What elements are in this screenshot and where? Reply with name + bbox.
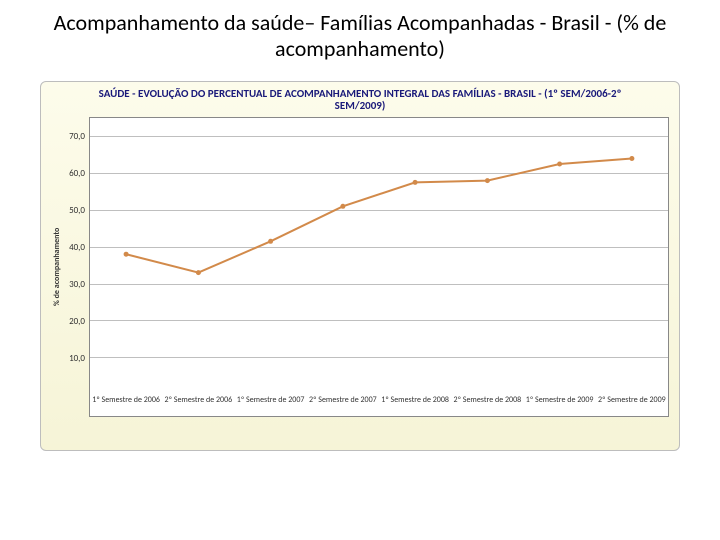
series-line (126, 159, 632, 273)
y-tick-labels: 10,0 20,0 30,0 40,0 50,0 60,0 70,0 (63, 117, 89, 417)
y-tick-label: 60,0 (69, 168, 85, 179)
x-tick-label: 2º Semestre de 2006 (162, 394, 234, 416)
chart-title: SAÚDE - EVOLUÇÃO DO PERCENTUAL DE ACOMPA… (51, 88, 669, 117)
series-marker (485, 178, 490, 183)
line-series (90, 118, 668, 416)
plot-area: 1º Semestre de 20062º Semestre de 20061º… (89, 117, 669, 417)
y-tick-label: 50,0 (69, 205, 85, 216)
series-marker (268, 239, 273, 244)
slide: Acompanhamento da saúde– Famílias Acompa… (0, 0, 720, 540)
x-tick-label: 1º Semestre de 2009 (524, 394, 596, 416)
x-tick-label: 1º Semestre de 2006 (90, 394, 162, 416)
series-marker (196, 270, 201, 275)
series-marker (557, 162, 562, 167)
x-tick-label: 2º Semestre de 2007 (307, 394, 379, 416)
x-tick-label: 2º Semestre de 2008 (451, 394, 523, 416)
x-tick-label: 1º Semestre de 2007 (235, 394, 307, 416)
y-tick-label: 10,0 (69, 353, 85, 364)
x-tick-label: 1º Semestre de 2008 (379, 394, 451, 416)
y-axis-label: % de acompanhamento (51, 117, 63, 417)
chart-panel: SAÚDE - EVOLUÇÃO DO PERCENTUAL DE ACOMPA… (40, 81, 680, 451)
series-marker (124, 252, 129, 257)
x-tick-label: 2º Semestre de 2009 (596, 394, 668, 416)
plot-wrap: % de acompanhamento 10,0 20,0 30,0 40,0 50,0… (51, 117, 669, 417)
y-tick-label: 20,0 (69, 316, 85, 327)
y-tick-label: 70,0 (69, 131, 85, 142)
page-title: Acompanhamento da saúde– Famílias Acompa… (0, 0, 720, 63)
series-marker (413, 180, 418, 185)
y-tick-label: 40,0 (69, 242, 85, 253)
series-marker (340, 204, 345, 209)
series-marker (629, 156, 634, 161)
y-tick-label: 30,0 (69, 279, 85, 290)
x-tick-labels: 1º Semestre de 20062º Semestre de 20061º… (90, 394, 668, 416)
